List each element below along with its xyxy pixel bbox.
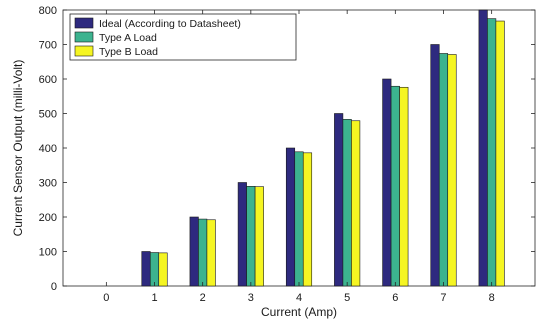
x-tick-label: 1 <box>151 292 157 304</box>
bar-ideal-according-to-datasheet-5 <box>334 113 344 287</box>
x-tick-label: 7 <box>440 292 446 304</box>
y-tick-label: 600 <box>39 74 57 86</box>
bar-type-b-load-5 <box>351 120 361 287</box>
x-axis: 0 1 2 3 4 5 6 7 8 <box>103 10 495 304</box>
bar-type-a-load-4 <box>294 151 304 287</box>
y-tick-label: 800 <box>39 5 57 17</box>
legend-swatch <box>74 17 94 29</box>
x-axis-label: Current (Amp) <box>261 305 337 319</box>
y-tick-label: 300 <box>39 178 57 190</box>
x-tick-label: 5 <box>344 292 350 304</box>
x-tick-label: 2 <box>200 292 206 304</box>
y-axis-label: Current Sensor Output (milli-Volt) <box>11 60 25 237</box>
x-tick-label: 3 <box>248 292 254 304</box>
legend-swatch <box>74 31 94 43</box>
bar-ideal-according-to-datasheet-1 <box>141 251 151 287</box>
y-tick-label: 700 <box>39 40 57 52</box>
bar-type-a-load-2 <box>198 218 208 287</box>
bar-type-b-load-8 <box>495 20 505 287</box>
y-tick-label: 0 <box>51 281 57 293</box>
bar-type-b-load-6 <box>399 86 409 287</box>
bars-group <box>141 9 505 287</box>
plot-area: 0 100 200 300 400 500 600 700 800 0 1 2 3 4 5 6 7 8 <box>39 5 536 304</box>
bar-type-b-load-2 <box>206 219 216 287</box>
bar-type-a-load-1 <box>149 252 160 287</box>
bar-ideal-according-to-datasheet-3 <box>237 182 247 287</box>
bar-ideal-according-to-datasheet-8 <box>478 9 488 287</box>
x-tick-label: 0 <box>103 292 109 304</box>
legend-label: Type A Load <box>99 32 157 44</box>
bar-type-b-load-3 <box>254 186 264 287</box>
bar-type-b-load-4 <box>302 152 313 287</box>
bar-ideal-according-to-datasheet-4 <box>285 147 296 287</box>
bar-type-b-load-1 <box>158 252 168 287</box>
bar-type-a-load-8 <box>487 18 497 287</box>
x-tick-label: 8 <box>489 292 495 304</box>
bar-type-a-load-5 <box>342 119 352 287</box>
legend-swatch <box>74 45 94 57</box>
x-tick-label: 6 <box>392 292 398 304</box>
bar-type-b-load-7 <box>447 54 457 287</box>
bar-type-a-load-6 <box>390 85 400 287</box>
y-tick-label: 100 <box>39 247 57 259</box>
y-axis: 0 100 200 300 400 500 600 700 800 <box>39 5 535 293</box>
bar-ideal-according-to-datasheet-7 <box>430 44 440 287</box>
legend-box <box>69 13 297 61</box>
bar-type-a-load-7 <box>438 53 449 287</box>
y-tick-label: 400 <box>39 143 57 155</box>
x-tick-label: 4 <box>296 292 302 304</box>
y-tick-label: 200 <box>39 212 57 224</box>
y-tick-label: 500 <box>39 109 57 121</box>
legend-label: Type B Load <box>99 46 158 58</box>
legend: Ideal (According to Datasheet) Type A Loa… <box>69 13 297 61</box>
bar-ideal-according-to-datasheet-6 <box>382 78 392 287</box>
bar-ideal-according-to-datasheet-2 <box>189 216 199 287</box>
bar-type-a-load-3 <box>246 186 256 287</box>
legend-label: Ideal (According to Datasheet) <box>99 18 241 30</box>
